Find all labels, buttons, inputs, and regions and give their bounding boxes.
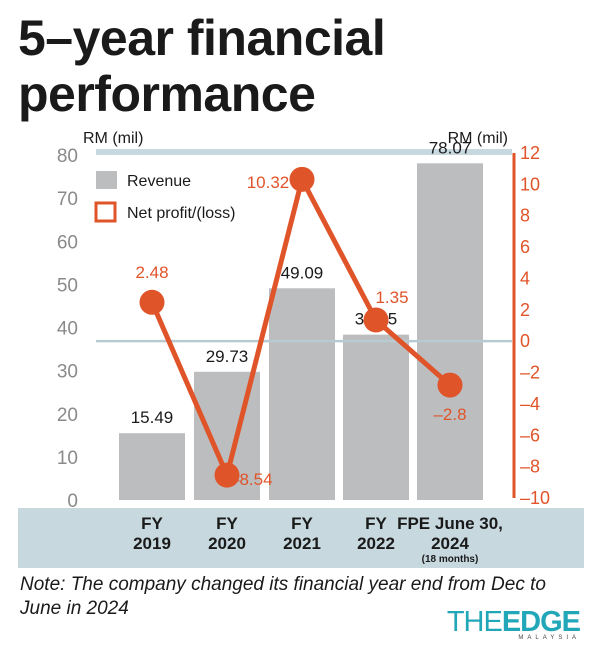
title-line-1: 5–year financial bbox=[18, 10, 386, 66]
right-tick-label: 2 bbox=[520, 300, 530, 320]
category-label-line2: 2024 bbox=[431, 534, 469, 553]
logo-the: THE bbox=[446, 606, 503, 638]
net-profit-value-label: –2.8 bbox=[433, 405, 466, 424]
the-edge-logo: THEEDGE MALAYSIA bbox=[446, 606, 581, 641]
logo-subtitle: MALAYSIA bbox=[518, 635, 580, 641]
right-tick-label: –8 bbox=[520, 457, 540, 477]
right-axis-unit: RM (mil) bbox=[448, 130, 508, 147]
right-tick-label: –6 bbox=[520, 425, 540, 445]
right-tick-label: 10 bbox=[520, 174, 540, 194]
net-profit-point bbox=[214, 462, 240, 488]
left-tick-label: 0 bbox=[67, 491, 78, 512]
title-line-2: performance bbox=[18, 66, 316, 122]
left-tick-label: 40 bbox=[57, 319, 78, 340]
left-tick-label: 20 bbox=[57, 405, 78, 426]
revenue-bar bbox=[269, 288, 335, 500]
right-tick-label: 4 bbox=[520, 268, 530, 288]
right-tick-label: 12 bbox=[520, 143, 540, 163]
revenue-value-label: 49.09 bbox=[281, 263, 324, 282]
right-tick-label: 8 bbox=[520, 206, 530, 226]
top-band bbox=[96, 149, 512, 155]
net-profit-value-label: 1.35 bbox=[375, 288, 408, 307]
left-tick-label: 80 bbox=[57, 146, 78, 167]
category-label-line1: FY bbox=[141, 514, 163, 533]
category-label-line2: 2021 bbox=[283, 534, 321, 553]
legend-net-profit-label: Net profit/(loss) bbox=[127, 205, 235, 222]
left-axis-unit: RM (mil) bbox=[83, 130, 143, 147]
left-tick-label: 10 bbox=[57, 448, 78, 469]
category-label-line1: FY bbox=[291, 514, 313, 533]
net-profit-point bbox=[437, 372, 463, 398]
right-tick-label: 6 bbox=[520, 237, 530, 257]
net-profit-point bbox=[139, 289, 165, 315]
revenue-value-label: 15.49 bbox=[131, 408, 174, 427]
left-tick-label: 50 bbox=[57, 275, 78, 296]
logo-edge: EDGE bbox=[501, 606, 581, 638]
right-tick-label: –10 bbox=[520, 488, 550, 508]
category-label-line3: (18 months) bbox=[422, 554, 479, 565]
revenue-bar bbox=[417, 163, 483, 500]
category-label-line2: 2019 bbox=[133, 534, 171, 553]
left-tick-label: 60 bbox=[57, 232, 78, 253]
category-label-line1: FPE June 30, bbox=[397, 514, 503, 533]
revenue-value-label: 78.07 bbox=[429, 138, 472, 157]
net-profit-value-label: 10.32 bbox=[247, 173, 290, 192]
financial-performance-chart: RM (mil) RM (mil)01020304050607080–10–8–6… bbox=[18, 130, 584, 568]
left-tick-label: 30 bbox=[57, 362, 78, 383]
net-profit-value-label: 2.48 bbox=[135, 263, 168, 282]
left-tick-label: 70 bbox=[57, 189, 78, 210]
net-profit-value-label: –8.54 bbox=[230, 470, 273, 489]
category-label-line2: 2022 bbox=[357, 534, 395, 553]
revenue-value-label: 29.73 bbox=[206, 347, 249, 366]
legend-revenue-label: Revenue bbox=[127, 173, 191, 190]
legend-net-profit-swatch bbox=[94, 201, 117, 223]
category-label-line1: FY bbox=[216, 514, 238, 533]
legend-revenue-swatch bbox=[96, 171, 117, 189]
category-label-line2: 2020 bbox=[208, 534, 246, 553]
category-label-line1: FY bbox=[365, 514, 387, 533]
footnote: Note: The company changed its financial … bbox=[20, 574, 546, 619]
right-tick-label: –4 bbox=[520, 394, 540, 414]
revenue-bar bbox=[119, 433, 185, 500]
revenue-bar bbox=[343, 334, 409, 500]
category-band bbox=[18, 508, 584, 568]
right-tick-label: –2 bbox=[520, 363, 540, 383]
right-tick-label: 0 bbox=[520, 331, 530, 351]
chart-title: 5–year financial performance bbox=[18, 10, 578, 122]
net-profit-point bbox=[289, 166, 315, 192]
net-profit-point bbox=[363, 307, 389, 333]
